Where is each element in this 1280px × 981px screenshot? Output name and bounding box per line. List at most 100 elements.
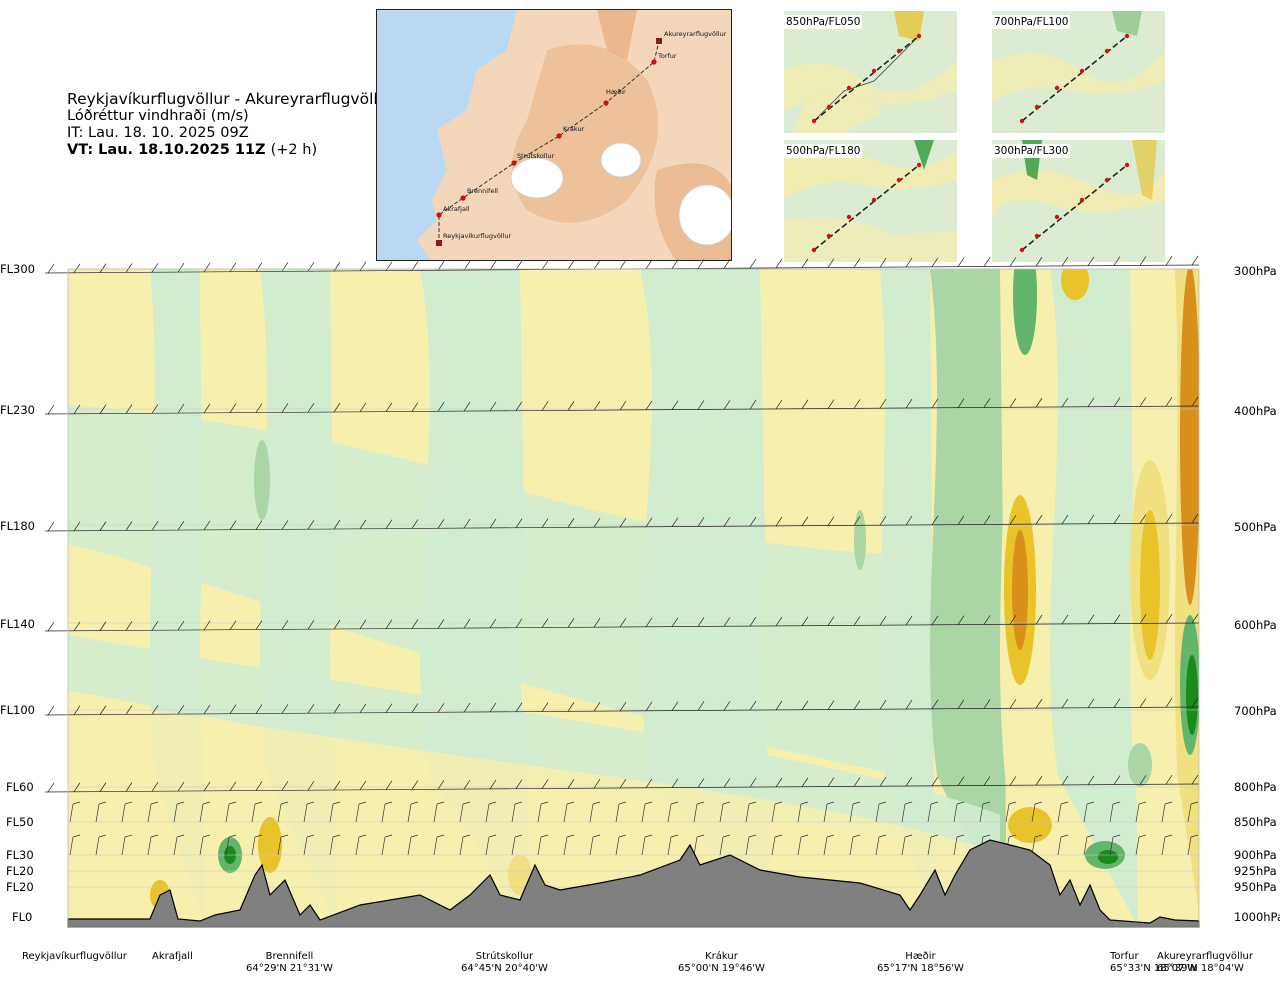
wind-barb: [1009, 515, 1017, 525]
wind-barb: [433, 803, 438, 823]
wind-barb: [333, 780, 341, 791]
mini-map-300-label: 300hPa/FL300: [992, 144, 1071, 158]
wind-barb: [853, 616, 861, 626]
wind-barb: [151, 404, 159, 414]
wind-barb: [827, 516, 835, 526]
wind-barb: [359, 780, 367, 791]
fl-label-50: FL50: [6, 815, 34, 829]
wind-barb: [515, 401, 523, 411]
wind-barb: [797, 836, 802, 856]
field-band: [930, 269, 1007, 927]
wind-barb: [359, 519, 367, 530]
wind-barb: [199, 836, 204, 856]
hpa-label-950: 950hPa: [1234, 880, 1277, 894]
wind-barb: [541, 618, 549, 628]
map-label-akrafjall: Akrafjall: [443, 205, 470, 213]
wind-barb: [826, 801, 835, 805]
wind-barb: [1135, 836, 1140, 856]
wind-barb: [1035, 256, 1043, 267]
wind-barb: [355, 803, 360, 823]
wind-barb: [463, 618, 471, 629]
wind-barb: [359, 619, 367, 630]
wind-barb: [644, 801, 653, 805]
wind-barb: [177, 403, 185, 414]
station-reykjavik: Reykjavíkurflugvöllur: [22, 951, 127, 963]
wind-barb: [177, 620, 185, 631]
wind-barb: [489, 779, 497, 790]
wind-barb: [411, 619, 419, 629]
station-akureyri: Akureyrarflugvöllur 65°39'N 18°04'W: [1157, 951, 1253, 975]
wind-barb: [1164, 801, 1173, 805]
wind-barb: [203, 704, 211, 715]
wind-barb: [437, 619, 445, 629]
wind-barb: [826, 834, 835, 838]
wind-barb: [281, 262, 289, 272]
wind-barb: [749, 700, 757, 711]
wind-barb: [463, 518, 471, 529]
wind-barb: [801, 399, 809, 409]
wind-barb: [853, 258, 861, 268]
wind-barb: [203, 620, 211, 631]
wind-barb: [73, 621, 81, 631]
wind-barb: [749, 777, 757, 788]
wind-barb: [904, 834, 913, 838]
fl-label-100: FL100: [0, 703, 35, 717]
wind-barb: [723, 778, 731, 788]
title-block: Reykjavíkurflugvöllur - Akureyrarflugvöl…: [67, 91, 394, 159]
wind-barb: [589, 836, 594, 856]
wind-barb: [99, 263, 107, 273]
wind-barb: [151, 621, 159, 631]
hpa-label-925: 925hPa: [1234, 864, 1277, 878]
wind-barb: [983, 699, 991, 709]
wind-barb: [1109, 803, 1114, 823]
wind-barb: [749, 399, 757, 410]
plot-frame: [67, 268, 1200, 928]
wind-barb: [385, 402, 393, 412]
wind-barb: [1112, 801, 1121, 805]
wind-barb: [229, 704, 237, 714]
cross-section-canvas: [44, 255, 1200, 928]
wind-barb: [697, 517, 705, 527]
wind-barb: [905, 776, 913, 787]
wind-barb: [875, 836, 880, 856]
field-cell: [1008, 807, 1052, 843]
wind-barb: [177, 520, 185, 531]
valid-time-offset: (+2 h): [270, 142, 318, 158]
mini-map-500-canvas: [784, 140, 957, 262]
wind-barb: [1035, 614, 1043, 625]
wind-barb: [437, 519, 445, 529]
wind-barb: [671, 617, 679, 627]
field-cell: [258, 817, 282, 873]
wind-barb: [229, 781, 237, 791]
wind-barb: [827, 616, 835, 626]
wind-barb: [589, 803, 594, 823]
wind-barb: [1113, 614, 1121, 624]
wind-barb: [931, 398, 939, 409]
wind-barb: [696, 834, 705, 838]
wind-barb: [255, 620, 263, 630]
map-label-akureyri: Akureyrarflugvöllur: [664, 30, 727, 38]
field-cell: [1012, 530, 1028, 650]
wind-barb: [801, 516, 809, 526]
wind-barb: [47, 705, 55, 716]
wind-barb: [358, 834, 367, 838]
wind-barb: [645, 259, 653, 270]
wind-barb: [567, 618, 575, 628]
wind-barb: [1187, 803, 1192, 823]
cross-section: [0, 255, 1280, 939]
wind-barb: [567, 518, 575, 528]
wind-barb: [957, 776, 965, 786]
wind-barb: [931, 615, 939, 626]
wind-barb: [1060, 801, 1069, 805]
wind-barb: [774, 834, 783, 838]
mini-map-700-label: 700hPa/FL100: [992, 15, 1071, 29]
wind-barb: [983, 257, 991, 267]
route-point-marker: [460, 195, 466, 201]
wind-barb: [771, 836, 776, 856]
station-coord: 64°45'N 20°40'W: [461, 963, 548, 974]
wind-barb: [723, 617, 731, 627]
wind-barb: [1009, 699, 1017, 709]
wind-barb: [384, 801, 393, 805]
wind-barb: [645, 400, 653, 411]
wind-barb: [619, 778, 627, 789]
